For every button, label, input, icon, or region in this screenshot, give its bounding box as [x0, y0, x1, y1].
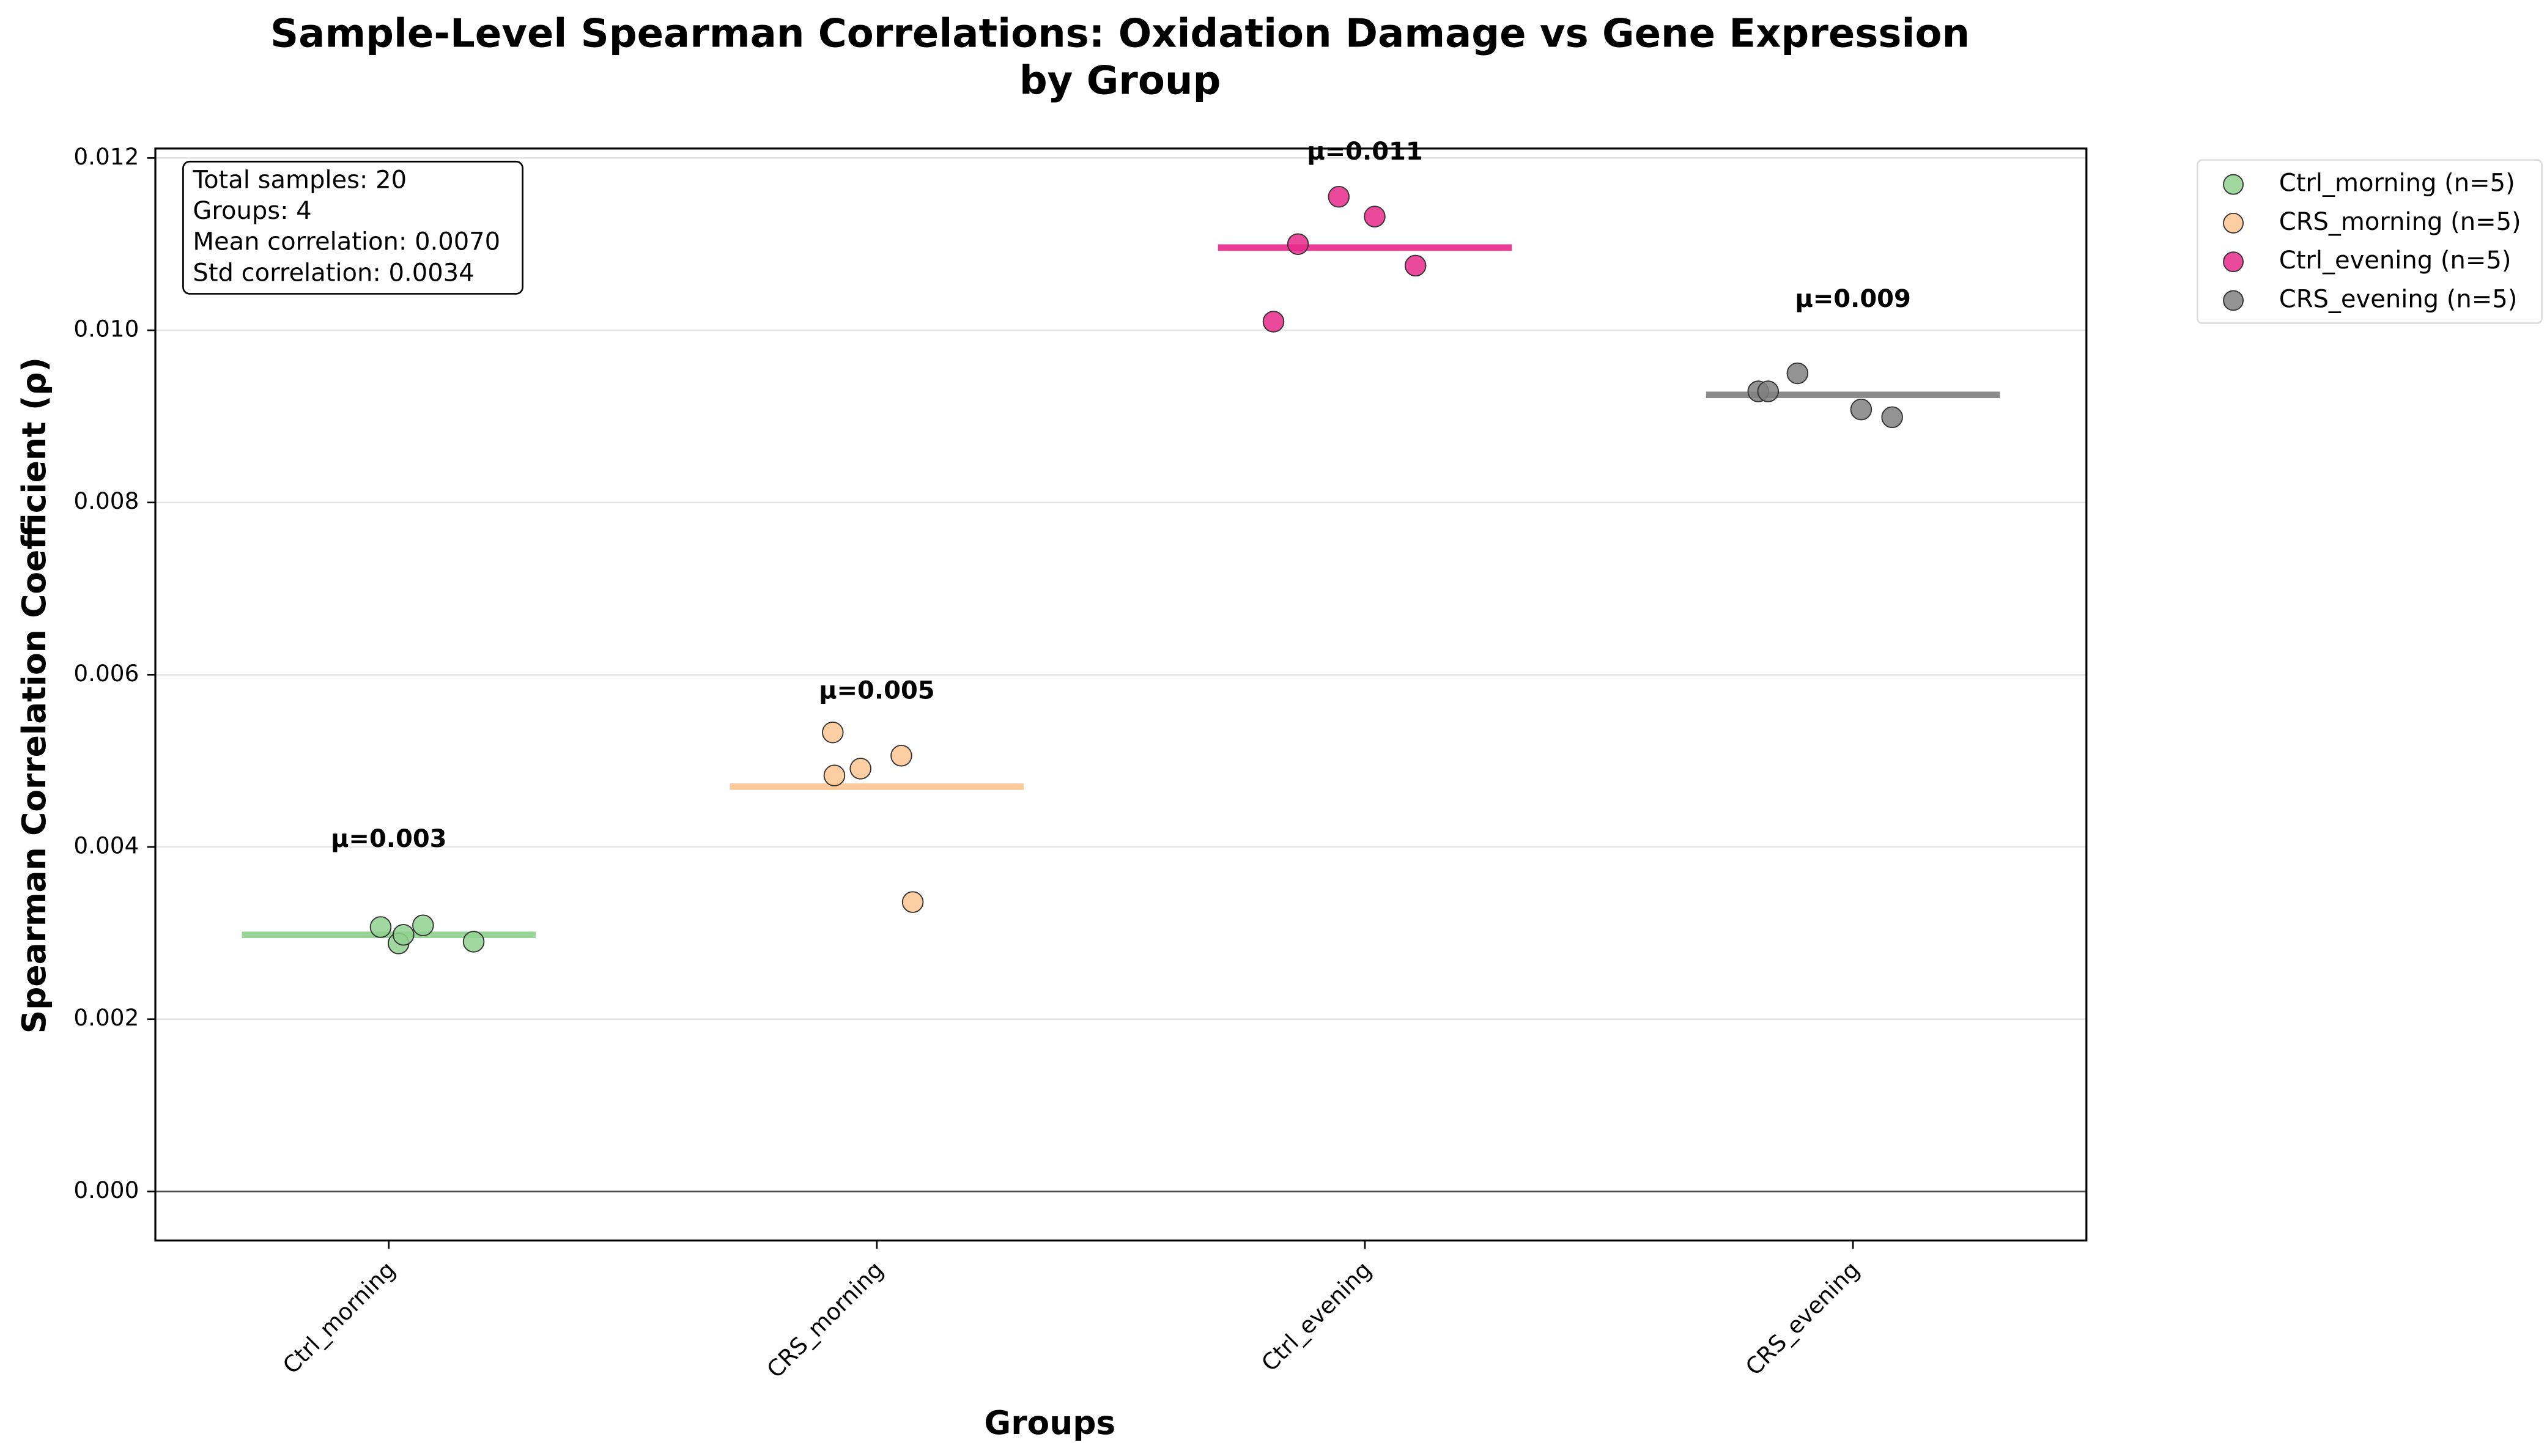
data-point — [462, 931, 485, 953]
data-point — [1404, 254, 1427, 277]
chart-title: Sample-Level Spearman Correlations: Oxid… — [270, 11, 1970, 56]
data-point — [890, 745, 912, 767]
data-point — [823, 764, 846, 786]
data-point — [1364, 205, 1386, 227]
mean-label: μ=0.011 — [1307, 138, 1423, 166]
legend-label: CRS_morning (n=5) — [2279, 208, 2521, 236]
data-point — [1850, 398, 1872, 421]
data-point — [901, 891, 924, 913]
x-tick-label: CRS_evening — [1740, 1256, 1865, 1381]
legend-label: Ctrl_evening (n=5) — [2279, 246, 2512, 275]
y-tick-label: 0.012 — [73, 143, 139, 170]
legend-label: Ctrl_morning (n=5) — [2279, 169, 2515, 198]
legend-marker — [2223, 251, 2244, 273]
data-point — [1262, 311, 1285, 333]
y-axis-label: Spearman Correlation Coefficient (ρ) — [15, 357, 53, 1033]
data-point — [393, 923, 415, 946]
mean-label: μ=0.005 — [819, 677, 935, 705]
legend-label: CRS_evening (n=5) — [2279, 285, 2518, 313]
data-point — [1881, 406, 1903, 429]
x-tick-label: CRS_morning — [761, 1256, 889, 1383]
mean-label: μ=0.003 — [331, 825, 447, 853]
legend-marker — [2223, 290, 2244, 311]
info-text: Total samples: 20 — [192, 166, 407, 194]
y-tick-label: 0.000 — [73, 1177, 139, 1203]
data-point — [1328, 186, 1350, 208]
y-tick-label: 0.004 — [73, 832, 139, 859]
mean-label: μ=0.009 — [1795, 285, 1911, 313]
info-text: Std correlation: 0.0034 — [193, 259, 474, 287]
data-point — [412, 914, 434, 936]
y-tick-label: 0.002 — [73, 1004, 139, 1031]
data-point — [849, 758, 871, 780]
legend-frame — [2196, 159, 2543, 324]
data-point — [822, 721, 844, 744]
x-axis-label: Groups — [984, 1403, 1115, 1442]
y-tick-label: 0.008 — [73, 487, 139, 514]
y-tick-label: 0.006 — [73, 660, 139, 687]
chart-title: by Group — [1019, 59, 1221, 104]
x-tick-label: Ctrl_morning — [278, 1256, 401, 1379]
data-point — [1287, 233, 1309, 255]
plot-frame — [154, 147, 2088, 1242]
info-text: Mean correlation: 0.0070 — [193, 228, 500, 256]
legend-marker — [2223, 212, 2244, 234]
data-point — [1757, 380, 1780, 402]
info-box — [182, 160, 523, 295]
data-point — [1786, 362, 1809, 385]
x-tick-label: Ctrl_evening — [1256, 1256, 1377, 1377]
info-text: Groups: 4 — [193, 197, 311, 225]
legend-marker — [2223, 174, 2244, 195]
data-point — [369, 916, 392, 938]
y-tick-label: 0.010 — [73, 316, 139, 342]
